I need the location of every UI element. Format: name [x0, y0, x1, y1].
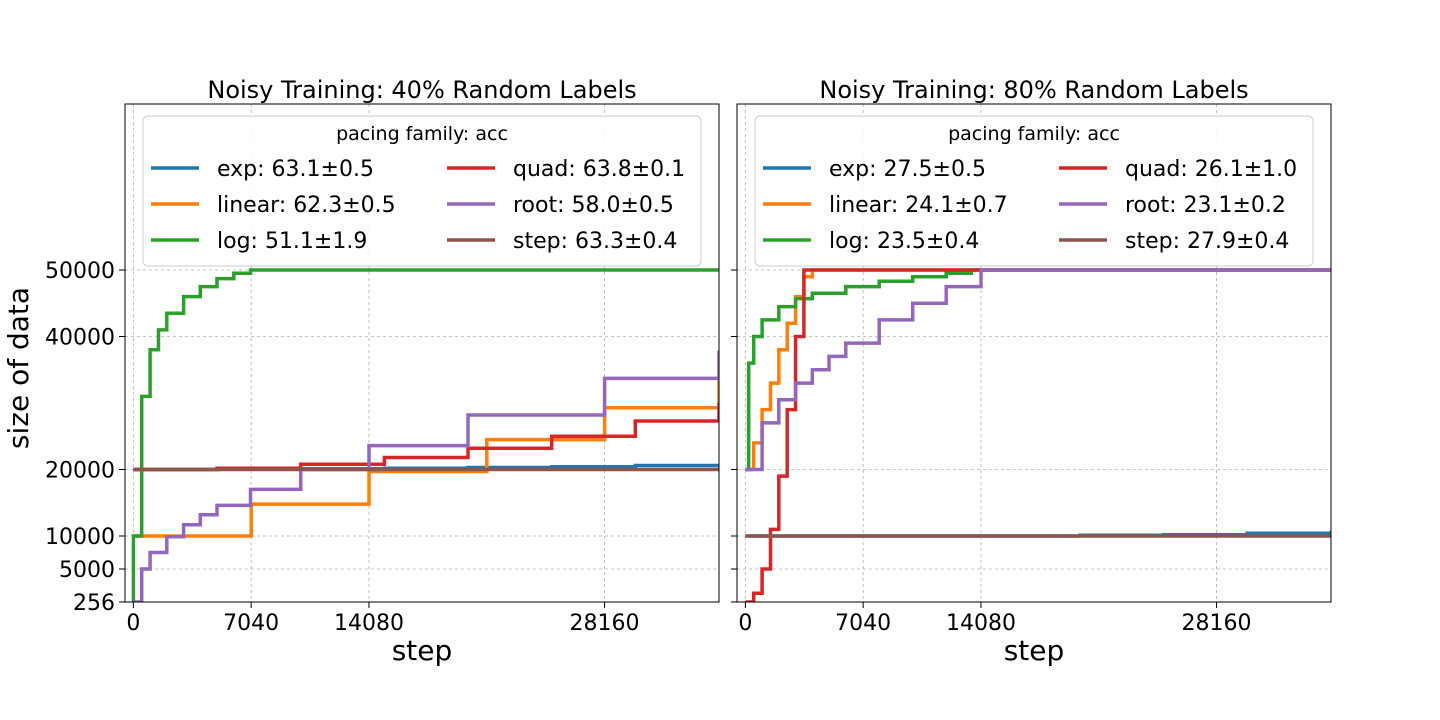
series-linear-line	[745, 268, 1331, 472]
y-tick-label: 50000	[45, 259, 115, 284]
legend-label-linear: linear: 24.1±0.7	[829, 193, 1008, 218]
legend-title: pacing family: acc	[336, 123, 508, 145]
y-tick-label: 10000	[45, 525, 115, 550]
y-tick-label: 20000	[45, 459, 115, 484]
series-root-line	[745, 268, 1331, 472]
legend-item-step: step: 27.9±0.4	[1059, 229, 1289, 254]
legend-label-quad: quad: 26.1±1.0	[1125, 157, 1297, 182]
legend-box	[754, 115, 1314, 267]
legend-item-quad: quad: 26.1±1.0	[1059, 157, 1297, 182]
series-log-line	[745, 268, 1331, 472]
panel-2: 0 7040 14080 28160 step Noisy Training: 80% R…	[731, 76, 1332, 667]
legend: pacing family: acc exp: 27.5±0.5 linear: 2…	[754, 115, 1314, 267]
series-group	[745, 268, 1331, 602]
legend: pacing family: acc exp: 63.1±0.5 linear: 6…	[142, 115, 702, 267]
series-linear-line	[133, 376, 719, 538]
legend-label-quad: quad: 63.8±0.1	[513, 157, 685, 182]
x-axis-title: step	[392, 634, 453, 667]
legend-label-step: step: 27.9±0.4	[1125, 229, 1289, 254]
legend-label-step: step: 63.3±0.4	[513, 229, 677, 254]
y-tick-label: 40000	[45, 326, 115, 351]
legend-label-log: log: 23.5±0.4	[829, 229, 979, 254]
legend-item-step: step: 63.3±0.4	[447, 229, 677, 254]
legend-item-log: log: 51.1±1.9	[151, 229, 367, 254]
legend-item-root: root: 58.0±0.5	[447, 193, 674, 218]
series-quad-line	[745, 268, 1331, 602]
legend-label-linear: linear: 62.3±0.5	[217, 193, 396, 218]
legend-item-root: root: 23.1±0.2	[1059, 193, 1286, 218]
y-axis-title: size of data	[2, 287, 35, 449]
axes-frame	[736, 103, 1332, 603]
legend-label-exp: exp: 27.5±0.5	[829, 157, 986, 182]
legend-item-log: log: 23.5±0.4	[763, 229, 979, 254]
panel-title: Noisy Training: 80% Random Labels	[819, 76, 1248, 104]
x-tick-label: 14080	[334, 611, 404, 636]
y-tick-label: 256	[73, 591, 115, 616]
legend-item-exp: exp: 63.1±0.5	[151, 157, 374, 182]
x-tick-label: 14080	[946, 611, 1016, 636]
legend-label-root: root: 58.0±0.5	[513, 193, 674, 218]
x-tick-label: 28160	[1182, 611, 1252, 636]
panel-1: 0 7040 14080 28160 256 5000 10000 20000 40000 500…	[2, 76, 720, 667]
legend-item-linear: linear: 62.3±0.5	[151, 193, 396, 218]
legend-item-exp: exp: 27.5±0.5	[763, 157, 986, 182]
legend-title: pacing family: acc	[948, 123, 1120, 145]
series-quad-line	[133, 403, 719, 472]
x-tick-label: 0	[126, 611, 140, 636]
series-group	[131, 268, 719, 602]
legend-item-linear: linear: 24.1±0.7	[763, 193, 1008, 218]
axes-frame	[124, 103, 720, 603]
x-axis-title: step	[1004, 634, 1065, 667]
series-log-line	[131, 268, 719, 602]
legend-item-quad: quad: 63.8±0.1	[447, 157, 685, 182]
y-tick-label: 5000	[59, 558, 115, 583]
series-root-line	[133, 350, 719, 602]
legend-label-root: root: 23.1±0.2	[1125, 193, 1286, 218]
x-tick-label: 28160	[570, 611, 640, 636]
legend-box	[142, 115, 702, 267]
x-tick-label: 7040	[223, 611, 279, 636]
x-tick-label: 7040	[835, 611, 891, 636]
x-tick-label: 0	[738, 611, 752, 636]
legend-label-exp: exp: 63.1±0.5	[217, 157, 374, 182]
panel-title: Noisy Training: 40% Random Labels	[207, 76, 636, 104]
legend-label-log: log: 51.1±1.9	[217, 229, 367, 254]
